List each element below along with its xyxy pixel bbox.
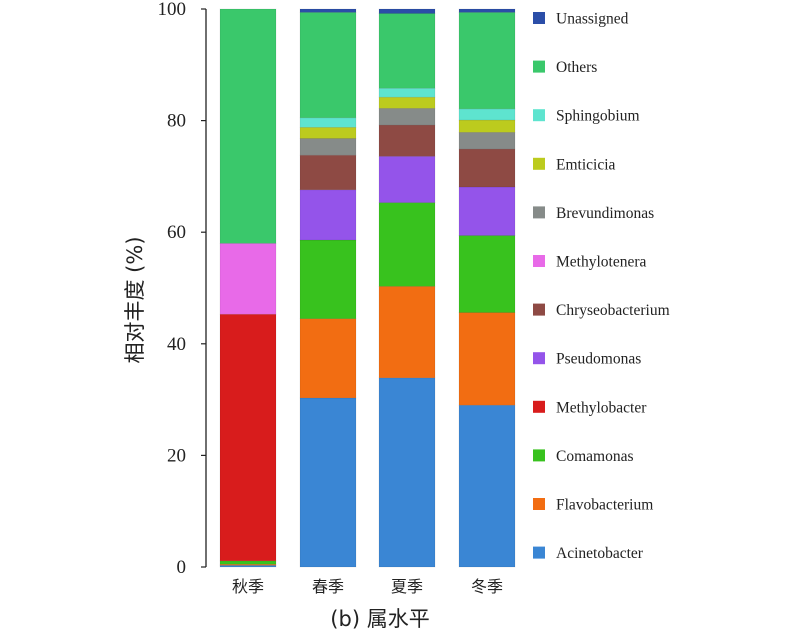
legend-swatch-sphingobium [533, 109, 545, 122]
bar-segment-flavobacterium-2 [299, 318, 357, 399]
bar-segment-pseudomonas-4 [458, 186, 516, 236]
bar-segment-flavobacterium-3 [378, 286, 436, 379]
x-category-label: 秋季 [232, 577, 264, 596]
legend-swatch-pseudomonas [533, 352, 545, 365]
bar-segment-others-3 [378, 13, 436, 89]
bar-segment-sphingobium-3 [378, 87, 436, 98]
bar-segment-comamonas-4 [458, 235, 516, 313]
bar-segment-chryseobacterium-4 [458, 148, 516, 188]
bar-segment-sphingobium-4 [458, 108, 516, 121]
legend-label-pseudomonas: Pseudomonas [556, 351, 641, 368]
bar-segment-acinetobacter-2 [299, 397, 357, 568]
bar-segment-others-1 [219, 8, 277, 244]
legend-label-brevundimonas: Brevundimonas [556, 205, 654, 222]
bar-segment-brevundimonas-4 [458, 132, 516, 150]
legend-label-sphingobium: Sphingobium [556, 108, 640, 125]
y-ticks: 0 20 40 60 80 100 [158, 0, 206, 578]
y-tick-label: 80 [167, 111, 186, 132]
bar-segment-brevundimonas-2 [299, 138, 357, 156]
x-category-label: 冬季 [471, 577, 503, 596]
bar-segment-flavobacterium-4 [458, 312, 516, 406]
y-tick-label: 0 [177, 557, 187, 578]
bar-segment-unassigned-2 [299, 8, 357, 13]
chart-caption: (b) 属水平 [330, 607, 429, 631]
legend-swatch-chryseobacterium [533, 303, 545, 316]
bar-segment-others-4 [458, 12, 516, 110]
legend-label-emticicia: Emticicia [556, 156, 616, 173]
bar-segment-comamonas-2 [299, 239, 357, 319]
bar-segment-unassigned-4 [458, 8, 516, 13]
bar-segment-unassigned-3 [378, 8, 436, 14]
legend-swatch-unassigned [533, 12, 545, 24]
legend-swatch-acinetobacter [533, 546, 545, 559]
legend-label-acinetobacter: Acinetobacter [556, 545, 644, 562]
legend-label-methylotenera: Methylotenera [556, 254, 647, 271]
legend-swatch-brevundimonas [533, 206, 545, 219]
y-tick-label: 40 [167, 334, 186, 355]
bar-segment-acinetobacter-3 [378, 377, 436, 568]
bar-segment-brevundimonas-3 [378, 108, 436, 126]
bar-segment-acinetobacter-4 [458, 404, 516, 568]
bar-segment-comamonas-3 [378, 202, 436, 287]
legend-swatch-flavobacterium [533, 498, 545, 510]
x-category-labels: 秋季 春季 夏季 冬季 [232, 577, 503, 596]
legend: Unassigned Others Sphingobium Emticicia Brev… [533, 11, 670, 562]
bar-segment-flavobacterium-1 [219, 563, 277, 566]
x-category-label: 夏季 [391, 577, 423, 596]
bar-segment-pseudomonas-2 [299, 189, 357, 241]
bar-segment-emticicia-2 [299, 127, 357, 139]
legend-label-comamonas: Comamonas [556, 448, 634, 465]
legend-swatch-comamonas [533, 449, 545, 462]
x-category-label: 春季 [312, 577, 344, 596]
y-tick-label: 60 [167, 222, 186, 243]
bar-segment-emticicia-4 [458, 119, 516, 133]
bar-segment-methylobacter-1 [219, 313, 277, 562]
legend-label-unassigned: Unassigned [556, 11, 629, 28]
bar-segment-methylotenera-1 [219, 243, 277, 315]
bar-segment-chryseobacterium-2 [299, 154, 357, 191]
legend-swatch-emticicia [533, 157, 545, 170]
legend-swatch-others [533, 60, 545, 73]
legend-swatch-methylobacter [533, 400, 545, 413]
bar-segment-comamonas-1 [219, 560, 277, 565]
bar-segment-emticicia-3 [378, 96, 436, 109]
legend-label-chryseobacterium: Chryseobacterium [556, 302, 670, 319]
y-tick-label: 100 [158, 0, 187, 20]
y-axis-title: 相对丰度 (%) [123, 236, 147, 363]
legend-swatch-methylotenera [533, 255, 545, 267]
y-tick-label: 20 [167, 445, 186, 466]
legend-label-flavobacterium: Flavobacterium [556, 497, 653, 514]
bar-segment-others-2 [299, 12, 357, 119]
bar-segment-sphingobium-2 [299, 117, 357, 128]
bar-segment-pseudomonas-3 [378, 156, 436, 203]
legend-label-others: Others [556, 59, 597, 76]
bars-layer [219, 8, 516, 568]
legend-label-methylobacter: Methylobacter [556, 399, 647, 416]
bar-segment-chryseobacterium-3 [378, 124, 436, 157]
